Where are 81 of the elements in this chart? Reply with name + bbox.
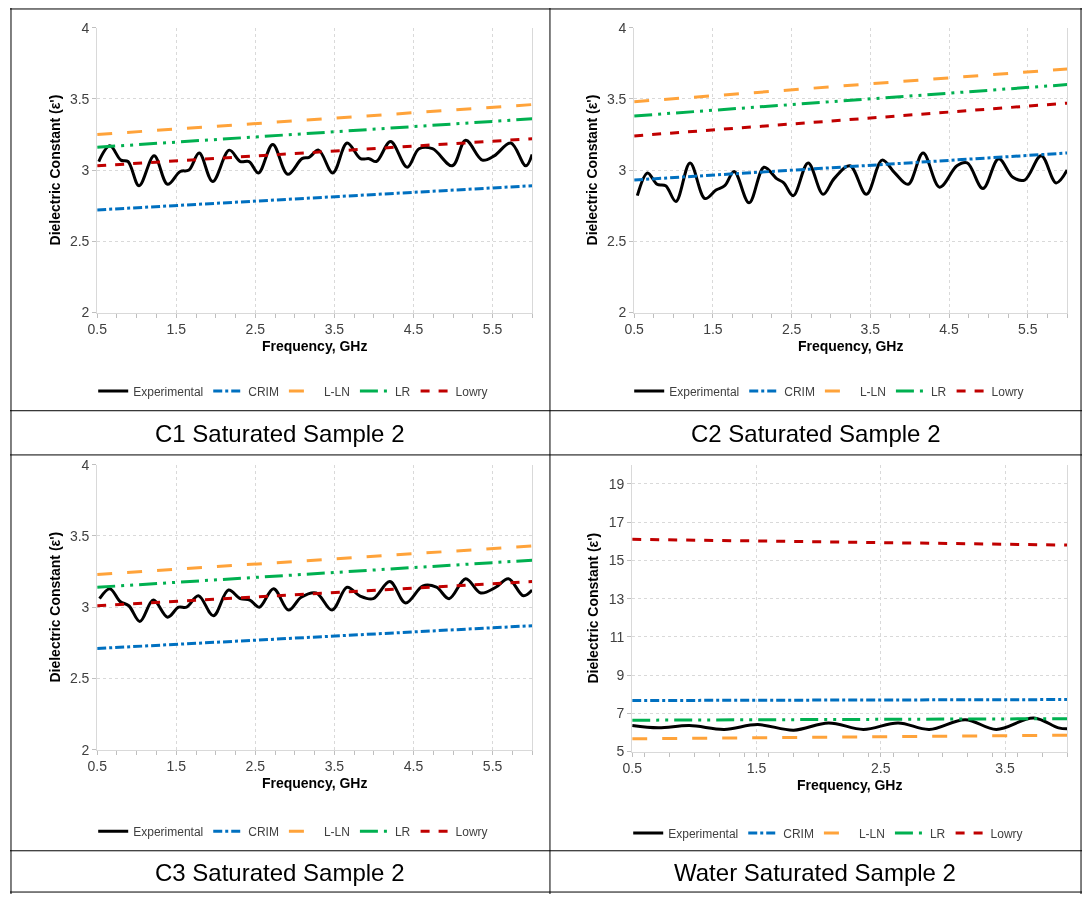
legend-label: Experimental	[133, 824, 204, 839]
y-tick-label: 17	[608, 514, 625, 531]
y-tick-label: 3	[81, 599, 90, 616]
y-tick-label: 2.5	[69, 670, 90, 687]
legend-label: L-LN	[323, 824, 350, 839]
y-tick-label: 13	[608, 590, 625, 607]
y-tick-label: 4	[81, 19, 90, 36]
x-tick-label: 5.5	[482, 758, 503, 775]
legend-label: LR	[929, 826, 946, 841]
x-tick-label: 3.5	[324, 321, 345, 338]
line-series	[97, 138, 533, 188]
legend-label: Lowry	[455, 384, 488, 399]
y-tick-label: 2	[81, 304, 90, 321]
text: C2 Saturated Sample 2	[691, 420, 941, 447]
y-tick-label: 4	[618, 19, 627, 36]
x-tick-label: 4.5	[939, 321, 959, 338]
x-tick-label: 0.5	[87, 758, 108, 775]
y-tick-label: 2	[81, 741, 90, 758]
x-tick-label: 1.5	[746, 760, 767, 777]
y-tick-label: 11	[609, 628, 625, 645]
x-tick-label: 1.5	[166, 321, 187, 338]
legend-label: Lowry	[990, 826, 1023, 841]
x-tick-label: 2.5	[245, 321, 266, 338]
x-tick-label: 2.5	[245, 758, 266, 775]
x-tick-label: 0.5	[624, 321, 645, 338]
text: C1 Saturated Sample 2	[155, 420, 405, 447]
legend-label: CRIM	[248, 824, 279, 839]
legend-label: CRIM	[248, 384, 279, 399]
y-axis-title: Dielectric Constant (ε')	[583, 94, 600, 246]
legend-label: LR	[930, 384, 947, 399]
text: Water Saturated Sample 2	[674, 859, 956, 886]
x-axis-title: Frequency, GHz	[796, 776, 903, 793]
y-tick-label: 19	[608, 475, 625, 492]
x-tick-label: 4.5	[403, 321, 424, 338]
y-tick-label: 3	[618, 161, 627, 178]
legend-label: CRIM	[783, 826, 814, 841]
x-tick-label: 5.5	[1018, 321, 1038, 338]
y-axis-title: Dielectric Constant (ε')	[585, 532, 602, 684]
y-tick-label: 2.5	[69, 233, 90, 250]
x-tick-label: 4.5	[403, 758, 424, 775]
x-tick-label: 3.5	[995, 760, 1015, 777]
y-axis-title: Dielectric Constant (ε')	[46, 531, 63, 683]
line-series	[635, 151, 1068, 205]
x-axis-title: Frequency, GHz	[261, 774, 368, 791]
y-tick-label: 4	[81, 456, 90, 473]
legend-label: L-LN	[859, 384, 886, 399]
x-tick-label: 1.5	[703, 321, 723, 338]
y-axis-title: Dielectric Constant (ε')	[46, 94, 63, 246]
y-tick-label: 3.5	[69, 90, 90, 107]
legend-label: Lowry	[991, 384, 1024, 399]
legend-label: L-LN	[323, 384, 350, 399]
y-tick-label: 7	[616, 705, 625, 722]
y-tick-label: 2	[618, 304, 627, 321]
x-axis-title: Frequency, GHz	[261, 337, 368, 354]
legend-label: LR	[394, 824, 411, 839]
legend-label: Experimental	[668, 826, 739, 841]
x-tick-label: 0.5	[622, 760, 643, 777]
y-tick-label: 5	[616, 743, 625, 760]
y-tick-label: 3.5	[69, 527, 90, 544]
x-tick-label: 1.5	[166, 758, 187, 775]
x-tick-label: 3.5	[860, 321, 881, 338]
text: C3 Saturated Sample 2	[155, 859, 405, 886]
x-axis-title: Frequency, GHz	[797, 337, 904, 354]
y-tick-label: 15	[608, 552, 625, 569]
y-tick-label: 3	[81, 161, 90, 178]
x-tick-label: 0.5	[87, 321, 108, 338]
x-tick-label: 2.5	[781, 321, 802, 338]
line-series	[632, 716, 1068, 732]
y-tick-label: 9	[616, 666, 625, 683]
y-tick-label: 3.5	[606, 90, 627, 107]
x-tick-label: 2.5	[871, 760, 891, 777]
legend-label: Lowry	[455, 824, 488, 839]
legend-label: LR	[394, 384, 411, 399]
legend-label: CRIM	[784, 384, 815, 399]
x-tick-label: 3.5	[324, 758, 345, 775]
legend-label: Experimental	[669, 384, 740, 399]
legend-label: Experimental	[133, 384, 204, 399]
y-tick-label: 2.5	[606, 233, 627, 250]
line-series	[98, 577, 533, 623]
legend-label: L-LN	[858, 826, 885, 841]
x-tick-label: 5.5	[482, 321, 503, 338]
